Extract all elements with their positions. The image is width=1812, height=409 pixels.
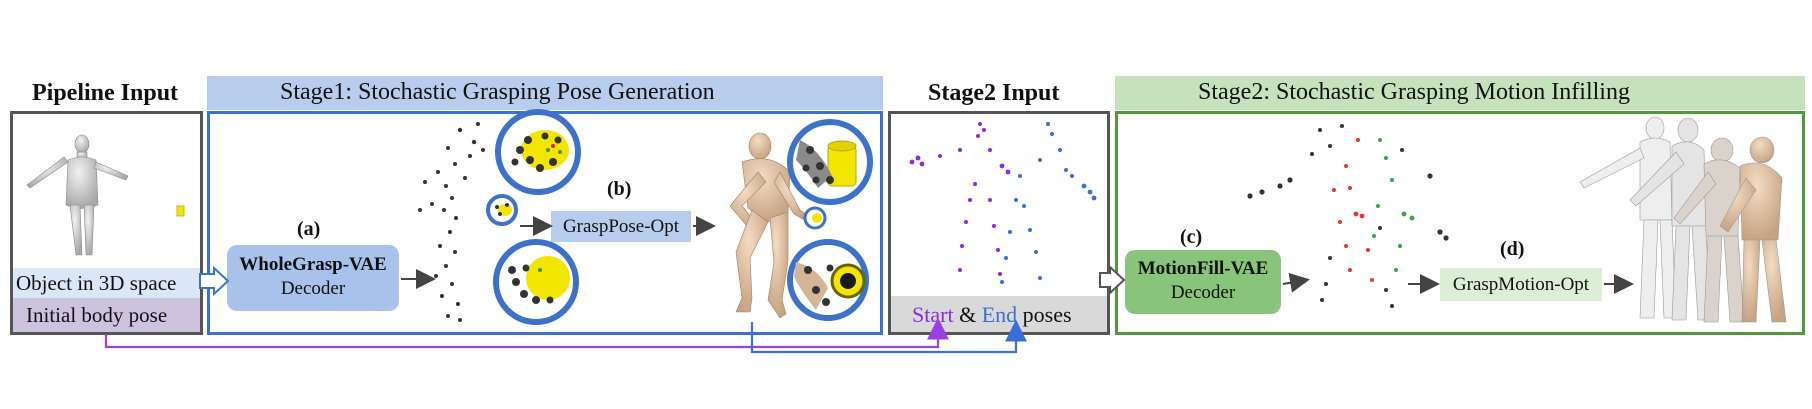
start-pose-points bbox=[909, 122, 1011, 276]
stage2-input-title: Stage2 Input bbox=[928, 80, 1060, 106]
zoom-hand-ring bbox=[787, 239, 869, 321]
zoom-hand-object-2 bbox=[493, 239, 579, 325]
motionfill-vae-decoder: MotionFill-VAE Decoder bbox=[1125, 250, 1281, 314]
stage2-point-cloud-red bbox=[1332, 138, 1374, 282]
graspmotion-opt: GraspMotion-Opt bbox=[1440, 268, 1602, 301]
wholegrasp-vae-decoder: WholeGrasp-VAE Decoder bbox=[227, 245, 399, 311]
stage2-box bbox=[1115, 111, 1805, 335]
stage2-point-cloud-green bbox=[1372, 138, 1415, 272]
pipeline-input-title: Pipeline Input bbox=[32, 80, 179, 106]
pose-label-band bbox=[13, 298, 200, 332]
object-in-3d-space-label: Object in 3D space bbox=[16, 271, 177, 295]
object-label-band bbox=[13, 268, 200, 298]
initial-body-figure bbox=[26, 134, 129, 256]
stage2-title-bar bbox=[1115, 76, 1805, 110]
poses-label: poses bbox=[1022, 302, 1072, 327]
motionfill-vae-name: MotionFill-VAE bbox=[1137, 258, 1269, 279]
grasppose-opt: GraspPose-Opt bbox=[551, 211, 691, 242]
stage2-point-cloud-black bbox=[1247, 124, 1449, 308]
label-d: (d) bbox=[1500, 238, 1525, 260]
stage1-title-bar bbox=[207, 76, 883, 110]
stage2-title: Stage2: Stochastic Grasping Motion Infil… bbox=[1198, 79, 1630, 105]
label-c: (c) bbox=[1180, 226, 1203, 248]
object-icon bbox=[176, 205, 185, 217]
label-a: (a) bbox=[297, 218, 321, 240]
zoom-hand-cylinder bbox=[787, 119, 873, 205]
grasp-pose-to-end-connector bbox=[750, 319, 1027, 354]
pipeline-input-box bbox=[10, 111, 203, 335]
end-pose-points bbox=[1000, 122, 1097, 284]
input-to-stage2-arrow bbox=[1099, 264, 1126, 296]
zoom-hand-small-2 bbox=[803, 206, 827, 230]
motionfill-vae-sub: Decoder bbox=[1170, 282, 1236, 303]
wholegrasp-vae-name: WholeGrasp-VAE bbox=[239, 254, 387, 275]
grasping-body-figure bbox=[729, 132, 813, 319]
stage1-title: Stage1: Stochastic Grasping Pose Generat… bbox=[280, 79, 715, 105]
input-to-stage1-arrow bbox=[199, 265, 230, 297]
motion-sequence-figures bbox=[1579, 116, 1787, 323]
stage1-point-cloud bbox=[418, 122, 485, 322]
initial-body-pose-label: Initial body pose bbox=[26, 303, 168, 327]
label-b: (b) bbox=[607, 178, 632, 200]
initial-pose-to-start-connector bbox=[104, 317, 949, 349]
amp-label: & bbox=[959, 302, 977, 327]
zoom-hand-object-small bbox=[486, 194, 518, 226]
wholegrasp-vae-sub: Decoder bbox=[280, 278, 346, 299]
stage2-input-box bbox=[888, 111, 1110, 335]
zoom-hand-object-1 bbox=[495, 109, 581, 195]
